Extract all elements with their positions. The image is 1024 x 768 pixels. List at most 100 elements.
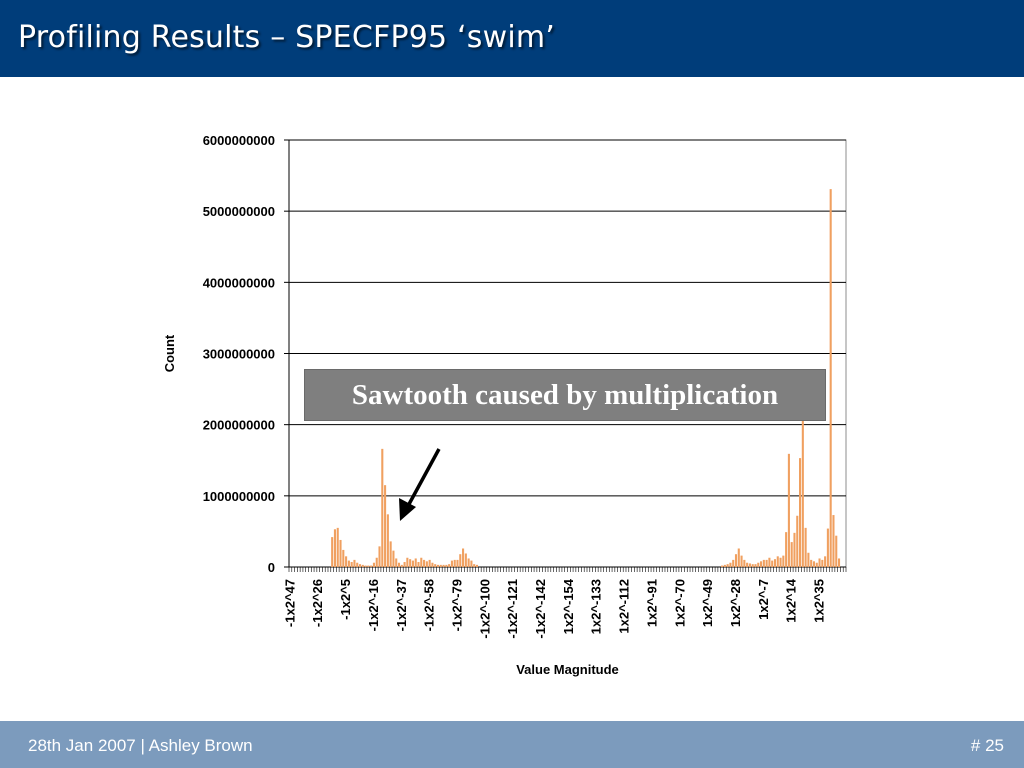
bar <box>445 564 448 567</box>
bar <box>810 559 813 567</box>
bar <box>737 548 740 567</box>
x-tick-label: 1x2^-91 <box>644 579 659 627</box>
x-tick-label: -1x2^-58 <box>422 579 437 631</box>
bar <box>832 515 835 567</box>
bar <box>726 564 729 567</box>
bar <box>392 550 395 567</box>
title-bar <box>0 0 1024 77</box>
bar <box>409 559 412 567</box>
bar <box>779 557 782 567</box>
bar <box>748 563 751 567</box>
bar <box>743 559 746 567</box>
bar <box>378 546 381 567</box>
callout-text: Sawtooth caused by multiplication <box>351 379 779 411</box>
bar <box>801 418 804 567</box>
bar <box>815 562 818 567</box>
bar <box>793 532 796 567</box>
bar <box>372 562 375 567</box>
bar <box>467 558 470 567</box>
bar <box>762 559 765 567</box>
bar <box>406 557 409 567</box>
bar <box>721 565 724 567</box>
bar <box>411 560 414 567</box>
x-tick-label: 1x2^-154 <box>561 578 576 634</box>
bar <box>333 529 336 567</box>
bar <box>448 564 451 567</box>
x-axis-title: Value Magnitude <box>516 662 619 677</box>
bar <box>723 564 726 567</box>
bar <box>389 541 392 567</box>
x-tick-label: 1x2^-49 <box>700 579 715 627</box>
bar <box>734 554 738 567</box>
bar <box>821 559 824 567</box>
bar <box>358 564 362 567</box>
bar <box>754 564 757 567</box>
bar <box>807 552 810 567</box>
bar <box>835 535 838 567</box>
bar <box>812 561 816 567</box>
bar <box>370 565 373 567</box>
bar <box>436 564 440 567</box>
y-tick-label: 5000000000 <box>203 204 275 219</box>
bar <box>799 458 802 567</box>
bar <box>768 557 771 567</box>
arrow-head <box>399 498 416 521</box>
bar <box>350 562 353 567</box>
y-tick-label: 1000000000 <box>203 489 275 504</box>
y-tick-label: 2000000000 <box>203 418 275 433</box>
bar <box>740 555 743 567</box>
bar <box>414 558 417 567</box>
x-tick-label: 1x2^-28 <box>728 579 743 627</box>
bar <box>336 527 339 567</box>
bar <box>456 559 459 567</box>
bar <box>450 560 453 567</box>
bar <box>771 560 774 567</box>
bar <box>361 564 364 567</box>
bar <box>347 560 350 567</box>
x-tick-label: -1x2^-79 <box>449 579 464 631</box>
bar <box>459 554 462 567</box>
bar <box>386 514 389 567</box>
y-tick-label: 4000000000 <box>203 275 275 290</box>
x-tick-label: -1x2^26 <box>310 579 325 627</box>
arrow-shaft <box>406 448 441 507</box>
bar <box>829 189 832 568</box>
bar <box>439 564 442 567</box>
bar <box>732 559 735 567</box>
x-tick-label: -1x2^-100 <box>477 579 492 639</box>
footer-bar <box>0 721 1024 768</box>
bar <box>776 556 779 567</box>
bar <box>773 559 777 567</box>
x-tick-label: -1x2^-37 <box>394 579 409 631</box>
footer-page-number: # 25 <box>970 736 1004 755</box>
bar <box>787 453 790 567</box>
bar <box>751 564 754 567</box>
x-tick-label: -1x2^-16 <box>366 579 381 631</box>
bar <box>364 565 367 567</box>
x-tick-label: 1x2^14 <box>784 578 799 623</box>
callout-box: Sawtooth caused by multiplication <box>304 369 826 421</box>
bar <box>470 560 473 567</box>
bar-chart: 0 1000000000 2000000000 3000000000 400000000… <box>162 133 847 677</box>
bar <box>837 558 841 567</box>
x-tick-label: 1x2^-133 <box>589 579 604 634</box>
x-tick-label: -1x2^-121 <box>505 579 520 639</box>
x-tick-label: 1x2^35 <box>812 579 827 623</box>
bar <box>428 559 431 567</box>
bar <box>367 565 370 567</box>
bar <box>345 556 348 567</box>
bar <box>381 448 384 567</box>
x-tick-label: -1x2^47 <box>282 579 297 627</box>
bar <box>464 553 467 567</box>
bar <box>400 564 403 567</box>
x-tick-label: 1x2^-70 <box>672 579 687 627</box>
bar <box>425 561 428 567</box>
bar <box>384 485 387 567</box>
bar <box>765 559 768 567</box>
bar <box>356 562 359 567</box>
bar <box>790 542 793 567</box>
y-axis-title: Count <box>162 334 177 372</box>
bar <box>473 564 476 567</box>
slide-title: Profiling Results – SPECFP95 ‘swim’ <box>18 20 556 55</box>
y-tick-label: 0 <box>268 560 275 575</box>
